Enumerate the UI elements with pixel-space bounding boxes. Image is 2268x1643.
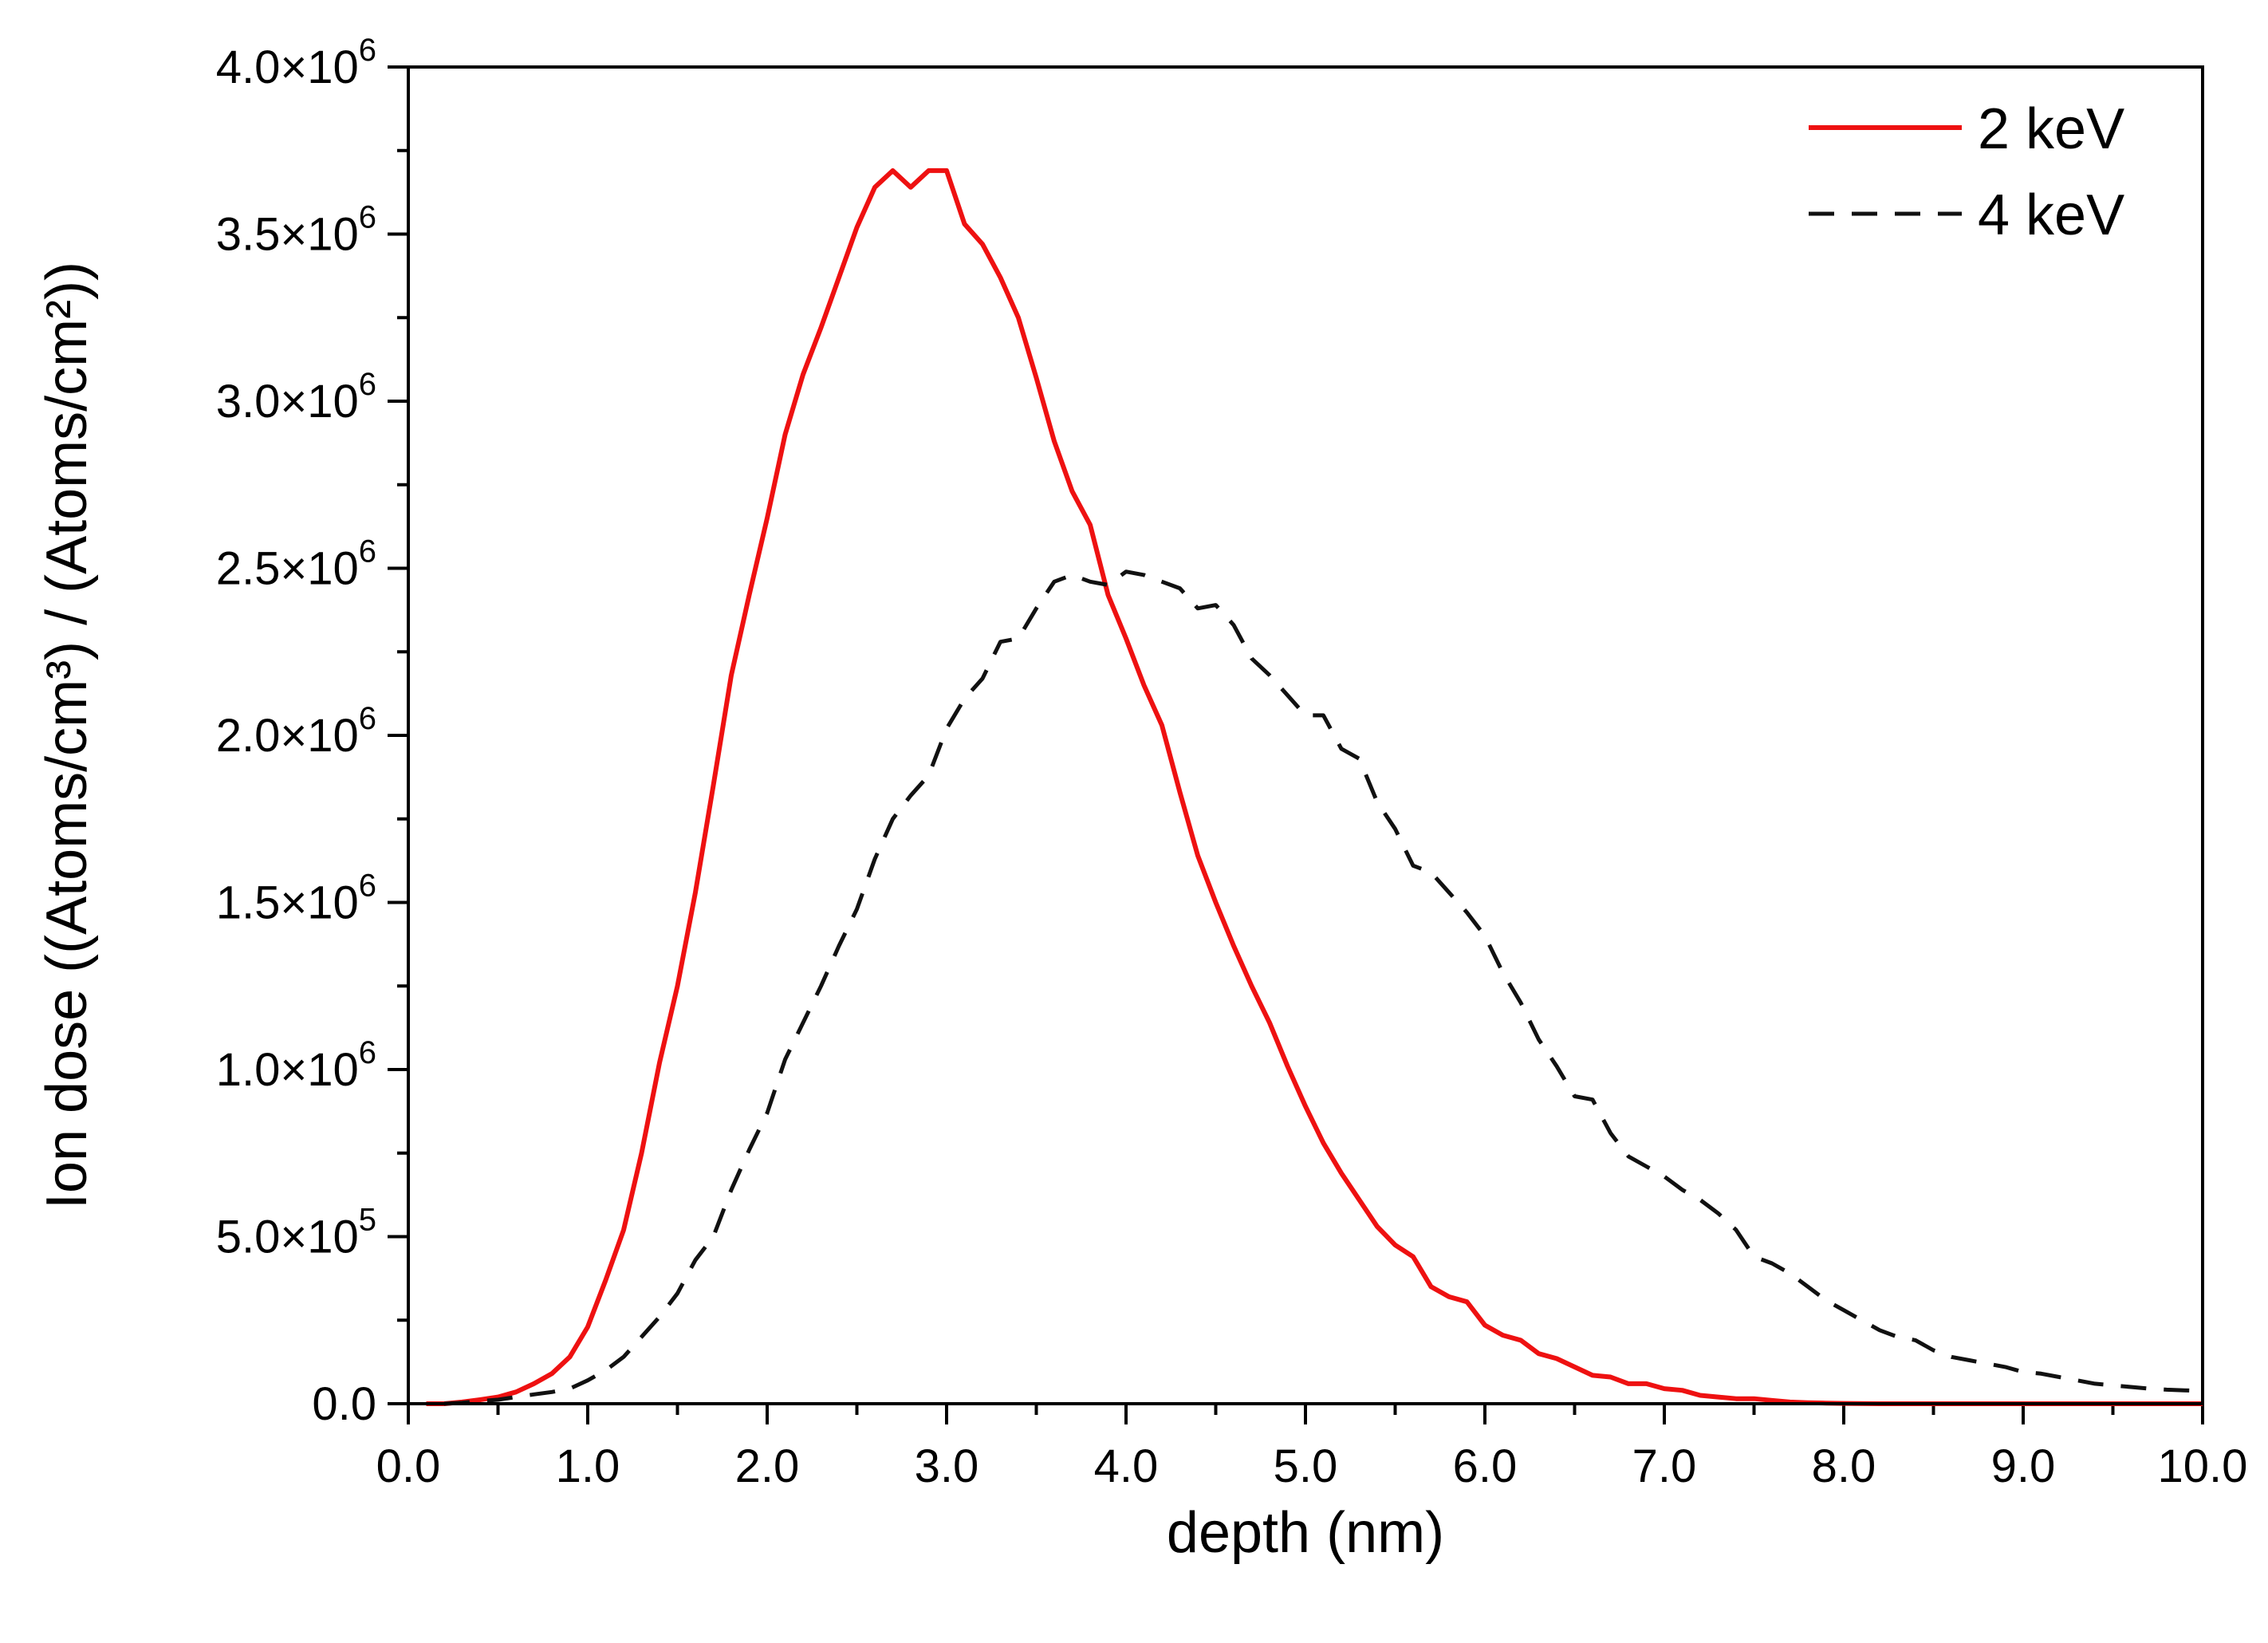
y-tick-mantissa: 2.0×10 xyxy=(216,710,359,762)
y-tick-exponent: 5 xyxy=(359,1203,376,1238)
x-tick-label: 4.0 xyxy=(1094,1440,1159,1492)
x-tick-label: 10.0 xyxy=(2158,1440,2248,1492)
x-tick-label: 0.0 xyxy=(376,1440,441,1492)
y-axis-title: Ion dose ((Atoms/cm³) / (Atoms/cm²)) xyxy=(35,262,99,1209)
series-lines xyxy=(426,167,2203,1406)
y-tick-exponent: 6 xyxy=(359,534,376,569)
y-tick-label: 5.0×105 xyxy=(216,1203,376,1263)
x-tick-label: 1.0 xyxy=(556,1440,620,1492)
y-tick-mantissa: 3.5×10 xyxy=(216,209,359,261)
series-line-solid xyxy=(426,167,2203,1406)
series-line-dashed xyxy=(443,569,2203,1406)
plot-frame xyxy=(407,65,2204,1405)
y-tick-exponent: 6 xyxy=(359,367,376,402)
y-tick-mantissa: 4.0×10 xyxy=(216,41,359,93)
y-tick-label: 1.5×106 xyxy=(216,869,376,929)
y-tick-label: 4.0×106 xyxy=(216,33,376,93)
y-tick-mantissa: 3.0×10 xyxy=(216,376,359,427)
y-tick-exponent: 6 xyxy=(359,869,376,904)
legend-label: 4 keV xyxy=(1978,183,2124,247)
y-tick-labels: 0.05.0×1051.0×1061.5×1062.0×1062.5×1063.… xyxy=(216,33,376,1430)
y-tick-exponent: 6 xyxy=(359,701,376,736)
y-tick-mantissa: 1.5×10 xyxy=(216,877,359,929)
x-tick-labels: 0.0 1.0 2.0 3.0 4.0 5.0 6.0 7.0 8.0 9.0 10.0 xyxy=(376,1440,2248,1492)
y-tick-label: 3.5×106 xyxy=(216,200,376,261)
x-tick-label: 3.0 xyxy=(915,1440,979,1492)
tick-marks xyxy=(388,65,2204,1424)
y-tick-label: 3.0×106 xyxy=(216,367,376,427)
y-tick-exponent: 6 xyxy=(359,33,376,68)
y-tick-exponent: 6 xyxy=(359,1035,376,1070)
y-tick-mantissa: 5.0×10 xyxy=(216,1212,359,1263)
y-tick-mantissa: 0.0 xyxy=(312,1378,376,1430)
legend: 2 keV 4 keV xyxy=(1809,97,2124,247)
y-tick-label: 1.0×106 xyxy=(216,1035,376,1096)
x-tick-label: 9.0 xyxy=(1991,1440,2056,1492)
x-tick-label: 8.0 xyxy=(1812,1440,1876,1492)
y-tick-label: 2.0×106 xyxy=(216,701,376,762)
x-axis-title: depth (nm) xyxy=(1167,1501,1444,1565)
y-tick-label: 0.0 xyxy=(312,1378,376,1430)
x-tick-label: 2.0 xyxy=(735,1440,800,1492)
x-tick-label: 7.0 xyxy=(1632,1440,1697,1492)
y-tick-exponent: 6 xyxy=(359,200,376,235)
y-tick-mantissa: 1.0×10 xyxy=(216,1044,359,1096)
legend-label: 2 keV xyxy=(1978,97,2124,161)
x-tick-label: 5.0 xyxy=(1274,1440,1338,1492)
x-tick-label: 6.0 xyxy=(1453,1440,1518,1492)
y-tick-mantissa: 2.5×10 xyxy=(216,543,359,595)
y-tick-label: 2.5×106 xyxy=(216,534,376,595)
